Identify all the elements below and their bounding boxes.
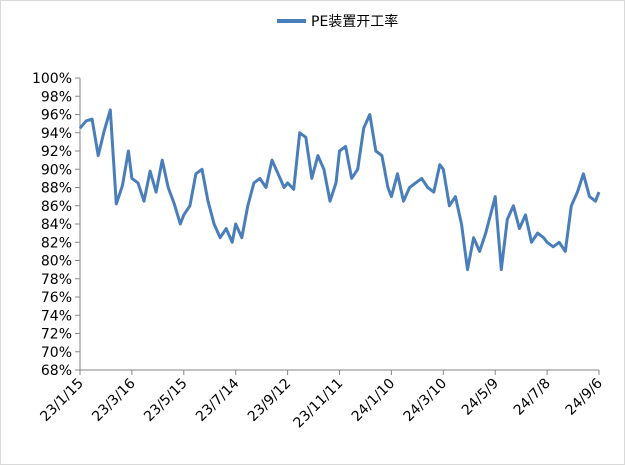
x-tick-label: 23/5/15 xyxy=(141,376,190,425)
y-tick-label: 92% xyxy=(41,144,72,160)
x-tick-label: 23/11/11 xyxy=(291,376,347,432)
plot-area xyxy=(78,108,601,272)
y-tick-label: 74% xyxy=(41,308,72,324)
x-tick-label: 23/9/12 xyxy=(245,376,294,425)
x-tick-label: 24/7/8 xyxy=(511,376,554,419)
legend-label: PE装置开工率 xyxy=(311,13,398,30)
y-tick-label: 94% xyxy=(41,126,72,142)
y-tick-label: 68% xyxy=(41,363,72,379)
y-tick-label: 72% xyxy=(41,327,72,343)
x-axis: 23/1/15 23/3/16 23/5/15 23/7/14 23/9/1223/11… xyxy=(37,369,606,432)
series-line-pe-utilization xyxy=(78,108,601,272)
y-tick-label: 100% xyxy=(32,71,72,87)
y-tick-label: 86% xyxy=(41,199,72,215)
y-axis: 100% 98% 96% 94% 92% 90% 88% 86% 84% 82% 80% 78% 76%… xyxy=(32,71,81,379)
y-tick-label: 90% xyxy=(41,162,72,178)
y-tick-label: 88% xyxy=(41,181,72,197)
x-tick-label: 24/5/9 xyxy=(459,376,502,419)
legend: PE装置开工率 xyxy=(277,13,398,30)
y-tick-label: 84% xyxy=(41,217,72,233)
x-tick-label: 24/1/10 xyxy=(349,376,398,425)
x-tick-label: 23/3/16 xyxy=(89,375,139,425)
y-tick-label: 98% xyxy=(41,89,72,105)
x-tick-label: 23/7/14 xyxy=(193,375,243,425)
x-tick-label: 24/3/10 xyxy=(401,376,450,425)
y-tick-label: 96% xyxy=(41,108,72,124)
x-tick-label: 24/9/6 xyxy=(563,375,606,418)
y-tick-label: 78% xyxy=(41,272,72,288)
y-tick-label: 80% xyxy=(41,254,72,270)
y-tick-label: 82% xyxy=(41,235,72,251)
x-tick-label: 23/1/15 xyxy=(37,376,86,425)
y-tick-label: 70% xyxy=(41,345,72,361)
y-tick-label: 76% xyxy=(41,290,72,306)
